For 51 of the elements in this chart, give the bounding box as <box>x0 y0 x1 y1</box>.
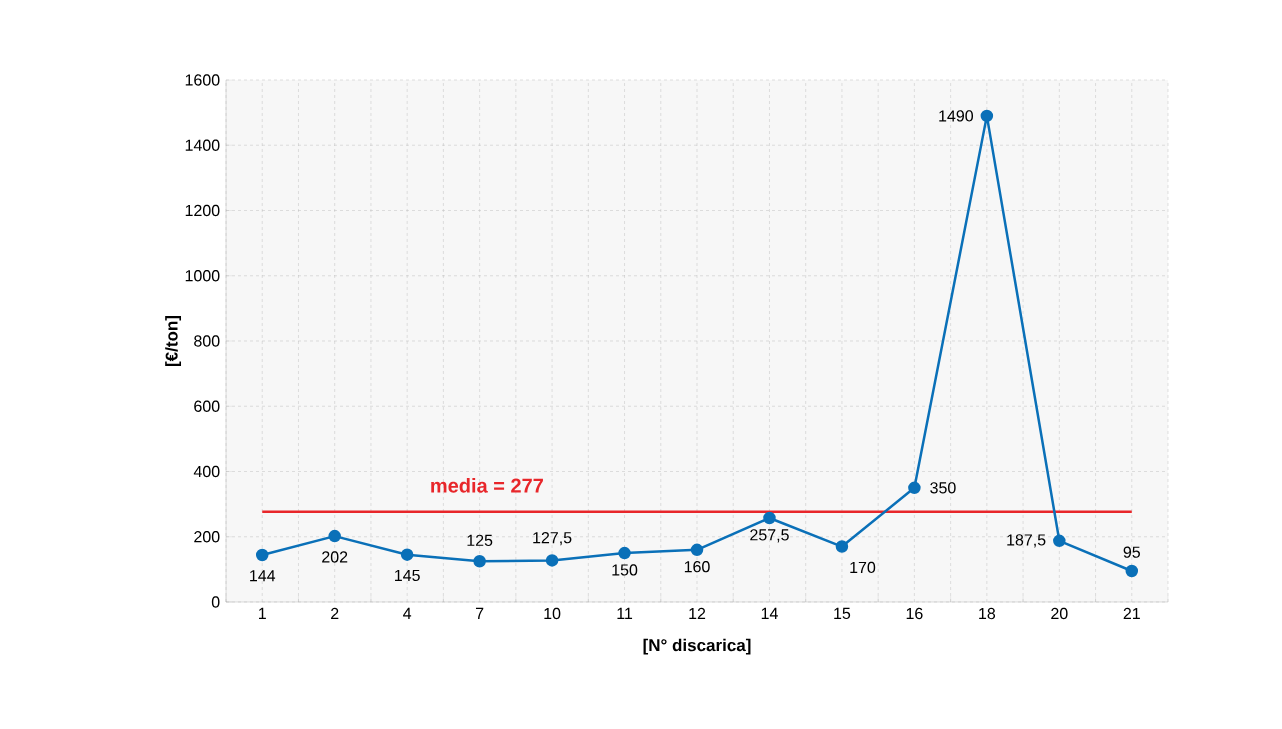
y-axis-title: [€/ton] <box>165 315 182 367</box>
data-label: 144 <box>250 570 276 582</box>
point <box>763 511 776 525</box>
y-tick-label: 800 <box>194 335 220 347</box>
point <box>618 546 631 560</box>
x-tick-label: 4 <box>403 607 412 619</box>
y-tick-label: 0 <box>211 596 220 608</box>
point <box>545 554 559 567</box>
point <box>1053 534 1066 548</box>
x-tick-label: 2 <box>331 607 339 620</box>
y-tick-label: 400 <box>193 465 220 478</box>
y-tick-label: 600 <box>194 400 220 412</box>
x-tick-label: 16 <box>906 607 923 620</box>
data-label: 160 <box>684 561 710 573</box>
point <box>1125 564 1139 578</box>
data-label: 125 <box>467 534 493 547</box>
ref-line-label: media = 277 <box>431 478 543 493</box>
y-tick-label: 200 <box>194 531 220 543</box>
y-tick-label: 1600 <box>185 74 220 86</box>
data-label: 95 <box>1123 546 1140 558</box>
data-label: 257,5 <box>750 529 789 543</box>
data-label: 150 <box>612 564 638 576</box>
point <box>328 529 341 543</box>
y-tick-label: 1000 <box>185 270 220 282</box>
x-tick-label: 7 <box>475 607 484 619</box>
y-tick-label: 1200 <box>185 204 220 217</box>
point <box>908 481 921 495</box>
data-label: 127,5 <box>533 531 572 546</box>
point <box>473 554 486 568</box>
data-label: 187,5 <box>1007 534 1046 548</box>
data-label: 350 <box>930 482 956 494</box>
x-tick-label: 18 <box>979 607 996 620</box>
point <box>980 109 994 123</box>
x-tick-label: 21 <box>1123 607 1140 620</box>
x-tick-label: 10 <box>544 607 561 620</box>
data-label: 202 <box>322 551 348 563</box>
point <box>255 548 269 562</box>
data-label: 1490 <box>939 110 974 122</box>
x-tick-label: 20 <box>1051 607 1068 620</box>
point <box>835 540 849 553</box>
data-label: 145 <box>395 569 420 582</box>
y-tick-label: 1400 <box>185 139 220 151</box>
x-axis-title: [N° discarica] <box>643 638 751 655</box>
x-tick-label: 12 <box>689 607 706 620</box>
point <box>400 548 414 561</box>
x-tick-label: 15 <box>834 607 851 620</box>
x-tick-label: 1 <box>259 607 266 619</box>
x-tick-label: 11 <box>617 607 633 619</box>
data-label: 170 <box>850 561 876 574</box>
x-tick-label: 14 <box>761 607 778 619</box>
point <box>690 543 704 557</box>
